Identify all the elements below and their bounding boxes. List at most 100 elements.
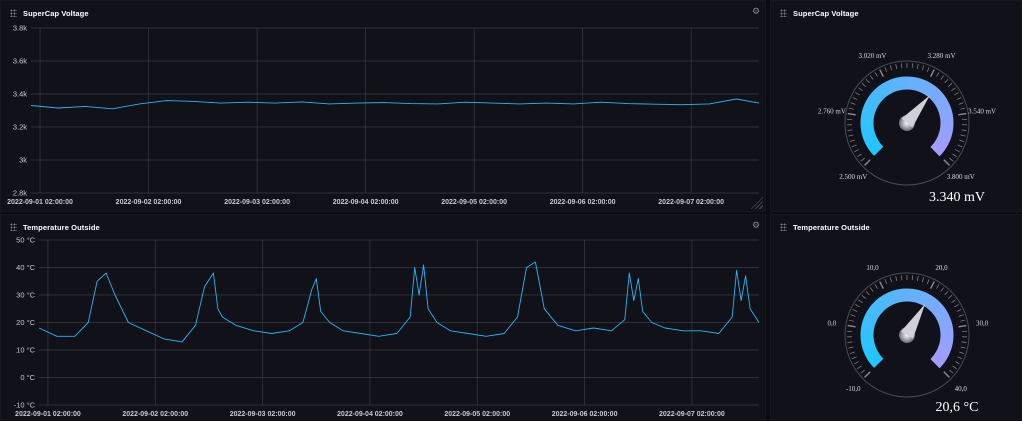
gauge-tick bbox=[870, 76, 873, 80]
temperature-line-chart: -10 °C0 °C10 °C20 °C30 °C40 °C50 °C2022-… bbox=[1, 215, 767, 421]
gauge-tick bbox=[957, 145, 962, 147]
gauge-arc-segment bbox=[868, 344, 869, 347]
gauge-tick-label: 2.760 mV bbox=[818, 108, 846, 116]
gauge-tick bbox=[917, 64, 918, 69]
gauge-tick bbox=[851, 103, 856, 105]
gauge-tick-label: 10,0 bbox=[866, 264, 879, 272]
gauge-tick-label: 20,0 bbox=[935, 264, 948, 272]
gauge-tick bbox=[951, 300, 955, 303]
x-tick-label: 2022-09-01 02:00:00 bbox=[7, 199, 73, 206]
gauge-arc-segment bbox=[886, 87, 889, 89]
gauge-arc-segment bbox=[937, 309, 939, 312]
gauge-arc-segment bbox=[871, 102, 873, 105]
gauge-arc-segment bbox=[942, 350, 944, 353]
gauge-arc-segment bbox=[941, 102, 943, 105]
gauge-arc-segment bbox=[879, 92, 882, 94]
gauge-tick bbox=[955, 361, 959, 363]
gauge-arc-segment bbox=[868, 322, 869, 325]
gauge-arc-segment bbox=[889, 86, 892, 87]
y-tick-label: 40 °C bbox=[16, 263, 35, 272]
x-tick-label: 2022-09-01 02:00:00 bbox=[15, 411, 81, 418]
gauge-tick bbox=[896, 276, 897, 281]
gauge-arc-segment bbox=[876, 361, 878, 364]
gauge-tick-label: -10,0 bbox=[846, 385, 861, 393]
gauge-arc-segment bbox=[881, 90, 884, 92]
gauge-tick-label: 40,0 bbox=[955, 385, 968, 393]
gauge-tick bbox=[885, 279, 887, 284]
gauge-tick bbox=[853, 309, 858, 311]
x-tick-label: 2022-09-06 02:00:00 bbox=[552, 411, 618, 418]
y-tick-label: -10 °C bbox=[14, 401, 36, 410]
gauge-tick-label: 30,0 bbox=[976, 320, 989, 328]
gauge-arc-segment bbox=[873, 99, 875, 102]
y-tick-label: 3k bbox=[19, 156, 27, 165]
gauge-arc-segment bbox=[869, 319, 870, 322]
gauge-arc-segment bbox=[931, 91, 934, 93]
gauge-arc-segment bbox=[922, 86, 925, 88]
gauge-tick bbox=[890, 65, 891, 70]
y-tick-label: 50 °C bbox=[16, 236, 35, 245]
series-line bbox=[31, 99, 759, 109]
gauge-tick bbox=[848, 135, 853, 136]
gauge-arc-segment bbox=[898, 295, 902, 296]
x-tick-label: 2022-09-02 02:00:00 bbox=[122, 411, 188, 418]
gauge-arc-segment bbox=[937, 97, 939, 100]
gauge-arc-segment bbox=[933, 305, 936, 307]
gauge-tick bbox=[922, 65, 923, 70]
gauge-arc-segment bbox=[939, 311, 941, 314]
gauge-tick bbox=[960, 108, 965, 109]
x-tick-label: 2022-09-04 02:00:00 bbox=[333, 199, 399, 206]
gauge-arc-segment bbox=[928, 89, 931, 91]
gauge-tick bbox=[944, 372, 950, 378]
gauge-tick bbox=[962, 342, 967, 343]
gauge-arc-segment bbox=[875, 309, 877, 312]
gauge-tick bbox=[854, 361, 858, 363]
gauge-tick bbox=[855, 92, 859, 95]
y-tick-label: 10 °C bbox=[16, 346, 35, 355]
gauge-tick bbox=[885, 67, 887, 72]
gauge-arc-segment bbox=[916, 84, 919, 85]
gauge-arc-segment bbox=[937, 359, 939, 362]
gauge-tick-label: 3.540 mV bbox=[968, 108, 996, 116]
gauge-tick bbox=[875, 72, 878, 76]
gauge-tick bbox=[852, 145, 857, 147]
gauge-arc-segment bbox=[916, 296, 919, 297]
gauge-tick bbox=[880, 70, 884, 77]
gauge-arc-segment bbox=[898, 83, 902, 84]
gauge-arc-segment bbox=[925, 299, 928, 301]
gauge-tick bbox=[857, 154, 861, 157]
gauge-arc-segment bbox=[867, 129, 868, 133]
gauge-arc-segment bbox=[867, 325, 868, 329]
x-tick-label: 2022-09-02 02:00:00 bbox=[116, 199, 182, 206]
gauge-arc-segment bbox=[941, 141, 943, 144]
gauge-tick bbox=[952, 366, 956, 369]
x-tick-label: 2022-09-06 02:00:00 bbox=[550, 199, 616, 206]
gauge-tick bbox=[949, 370, 953, 373]
gauge-tick bbox=[958, 326, 966, 327]
gauge-tick bbox=[936, 284, 939, 288]
gauge-value-label: 3.340 mV bbox=[929, 190, 985, 205]
gauge-tick-label: 3.280 mV bbox=[928, 52, 956, 60]
gauge-tick bbox=[961, 135, 966, 136]
gauge-tick bbox=[890, 277, 891, 282]
gauge-arc-segment bbox=[892, 85, 895, 86]
gauge-tick bbox=[954, 304, 958, 307]
gauge-arc-segment bbox=[870, 104, 872, 107]
gauge-tick bbox=[927, 279, 929, 284]
gauge-tick bbox=[866, 291, 869, 295]
gauge-arc-segment bbox=[931, 303, 934, 305]
gauge-arc-segment bbox=[883, 89, 886, 91]
gauge-arc-segment bbox=[944, 108, 945, 111]
gauge-tick bbox=[865, 372, 871, 378]
gauge-tick bbox=[847, 342, 852, 343]
y-tick-label: 2.8k bbox=[13, 189, 27, 198]
gauge-arc-segment bbox=[943, 105, 944, 108]
gauge-tick bbox=[959, 315, 964, 317]
gauge-arc-segment bbox=[889, 298, 892, 299]
gauge-tick bbox=[931, 282, 935, 289]
gauge-tick-label: 2.500 mV bbox=[839, 173, 867, 181]
gauge-arc-segment bbox=[895, 296, 898, 297]
gauge-tick bbox=[958, 114, 966, 115]
